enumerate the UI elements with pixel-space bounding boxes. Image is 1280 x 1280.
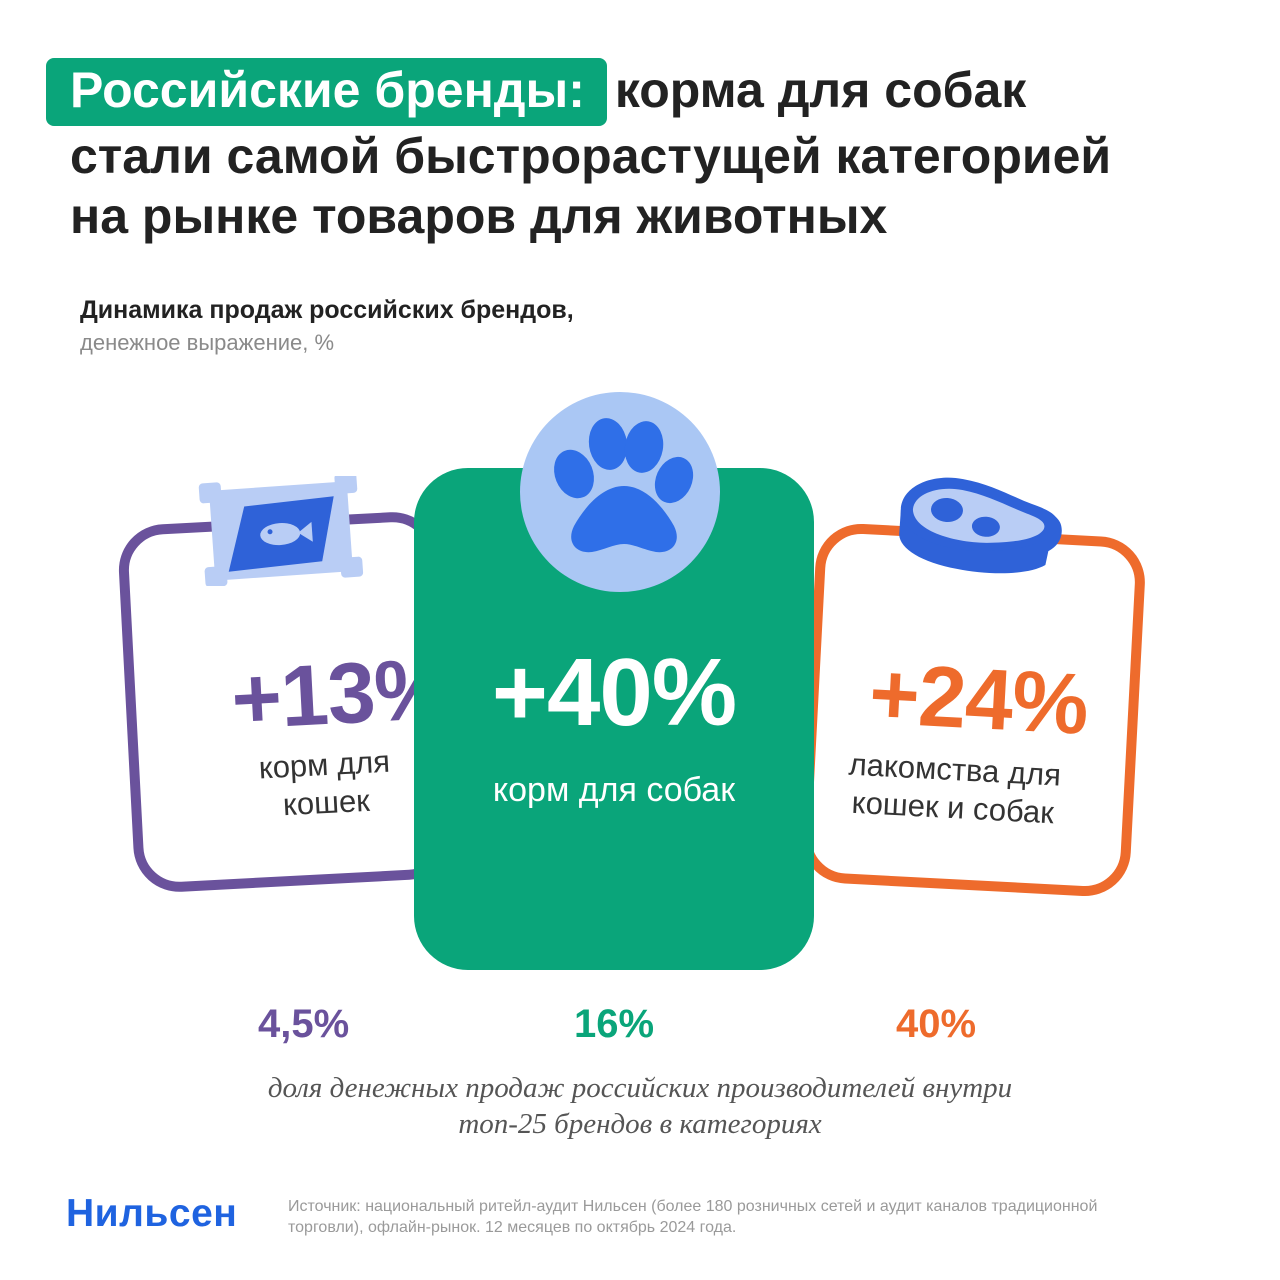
source-note-line-1: Источник: национальный ритейл-аудит Ниль… xyxy=(288,1198,1098,1215)
share-note: доля денежных продаж российских производ… xyxy=(140,1070,1140,1142)
share-value-dog-food: 16% xyxy=(574,1002,655,1046)
chart-title: Динамика продаж российских брендов, xyxy=(80,296,574,324)
share-note-line-1: доля денежных продаж российских производ… xyxy=(267,1072,1013,1104)
growth-value-dog-food: +40% xyxy=(491,639,737,746)
chart-unit: денежное выражение, % xyxy=(80,330,335,355)
headline-highlight: Российские бренды: xyxy=(46,58,607,126)
headline: Российские бренды: корма для собак стали … xyxy=(46,58,1250,246)
fish-can-icon xyxy=(198,476,364,586)
paw-icon xyxy=(554,418,694,553)
share-value-cat-food: 4,5% xyxy=(258,1002,350,1046)
share-value-treats: 40% xyxy=(896,1002,977,1046)
paw-badge xyxy=(520,392,720,592)
source-note: Источник: национальный ритейл-аудит Ниль… xyxy=(288,1196,1188,1238)
share-note-line-2: топ-25 брендов в категориях xyxy=(458,1108,822,1140)
growth-value-treats: +24% xyxy=(867,645,1091,753)
headline-line-2: стали самой быстрорастущей категорией xyxy=(70,128,1112,184)
steak-icon xyxy=(899,477,1062,574)
category-label-dog-food: корм для собак xyxy=(492,771,736,809)
headline-line1-rest: корма для собак xyxy=(614,62,1027,118)
category-label-treats: лакомства для кошек и собак xyxy=(797,743,1111,835)
headline-line-1: Российские бренды: корма для собак xyxy=(46,58,1250,126)
source-note-line-2: торговли), офлайн-рынок. 12 месяцев по о… xyxy=(288,1219,737,1236)
headline-line-3: на рынке товаров для животных xyxy=(70,188,888,244)
brand-logo: Нильсен xyxy=(66,1192,238,1235)
